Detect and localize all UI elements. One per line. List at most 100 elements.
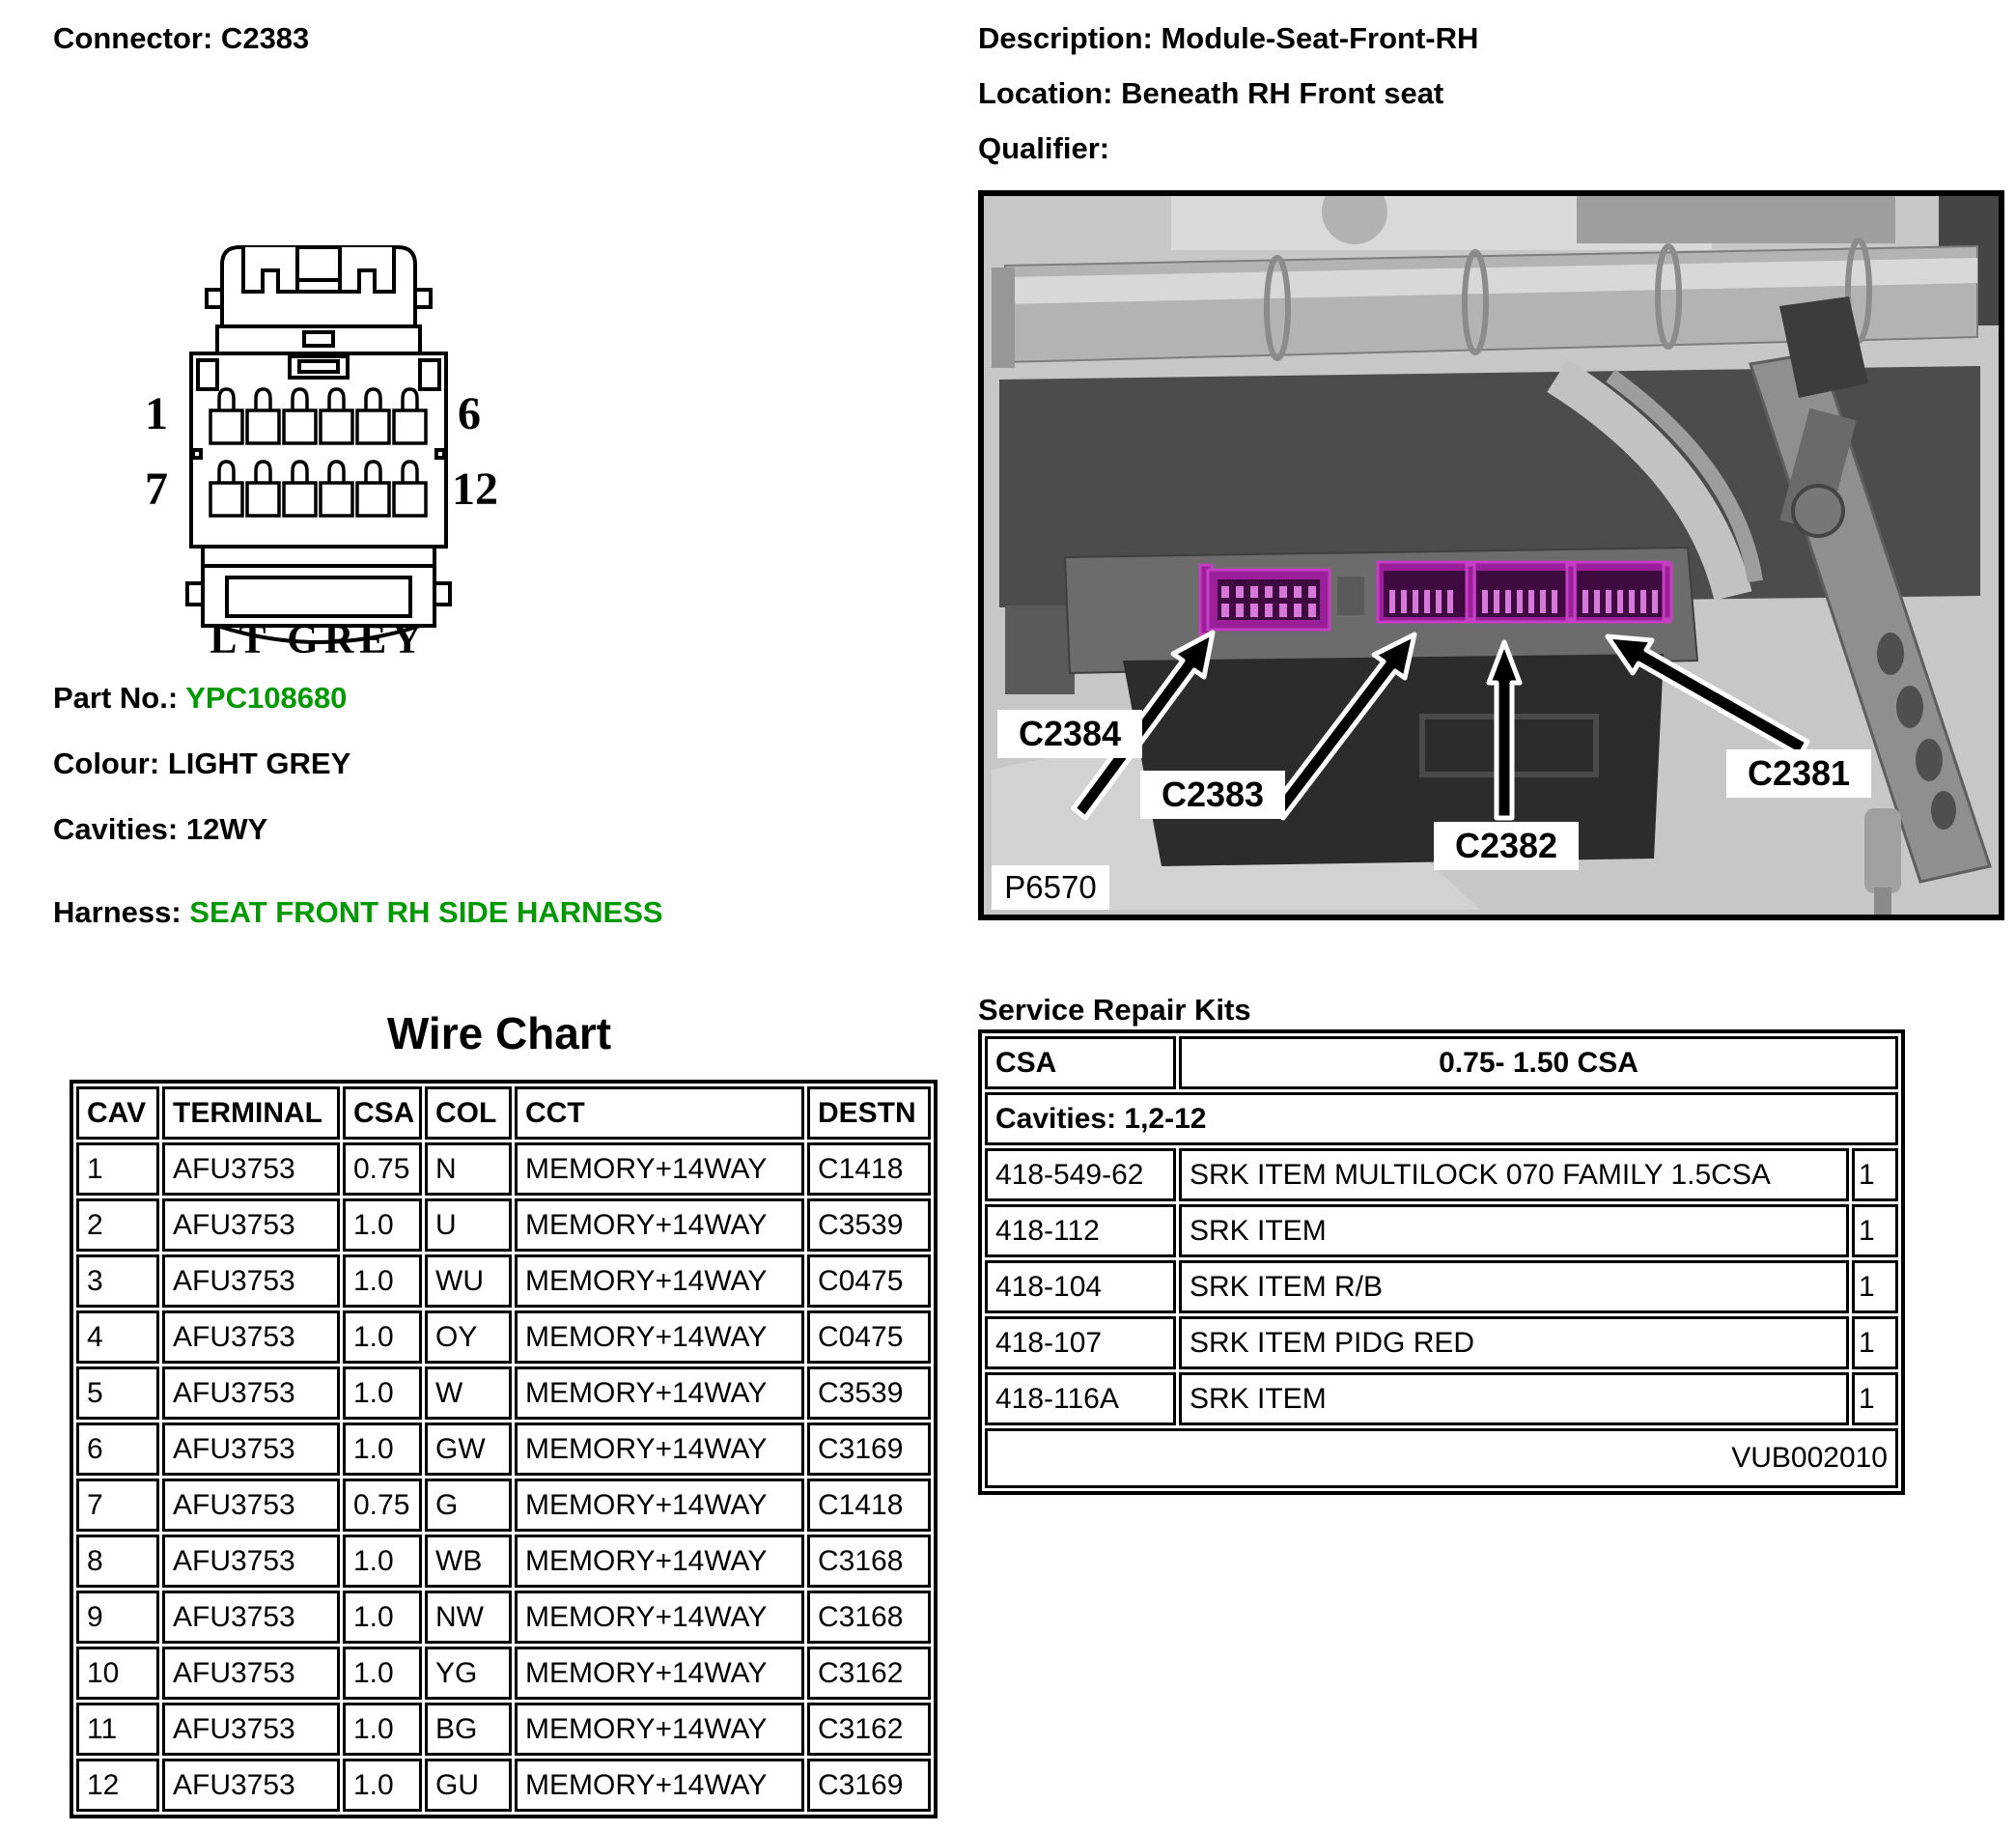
pin-cavity-body: [282, 481, 318, 518]
wire-cell: 8: [76, 1535, 159, 1588]
srk-part-no: 418-104: [985, 1260, 1176, 1313]
wire-cell: MEMORY+14WAY: [515, 1647, 804, 1700]
wire-cell: 1.0: [343, 1366, 422, 1420]
latch-bridge: [295, 278, 342, 294]
body-corner-right: [418, 358, 441, 391]
wire-cell: 11: [76, 1703, 159, 1756]
pin-cavity-head: [401, 460, 419, 483]
srk-row: 418-104 SRK ITEM R/B 1: [985, 1260, 1898, 1313]
connector-row-segments: [1384, 563, 1673, 621]
wire-chart-row: 11 AFU3753 1.0 BG MEMORY+14WAY C3162: [76, 1703, 931, 1756]
connector-body: [189, 352, 448, 549]
label-c2384: C2384: [1019, 714, 1121, 753]
latch-cutout-right: [338, 247, 396, 294]
bottom-nub-left: [185, 581, 205, 606]
wire-chart-row: 1 AFU3753 0.75 N MEMORY+14WAY C1418: [76, 1142, 931, 1196]
pin-number-7: 7: [145, 464, 168, 515]
wire-cell: AFU3753: [162, 1759, 340, 1812]
pin-cavity-head: [327, 460, 346, 483]
rail-roller: [1791, 484, 1845, 538]
pin-cavity-body: [319, 481, 354, 518]
pin-cavity-head: [254, 460, 272, 483]
harness-label: Harness:: [53, 895, 190, 929]
srk-header-row: CSA 0.75- 1.50 CSA: [985, 1036, 1898, 1089]
pin-cavity-body: [245, 408, 281, 445]
wire-cell: C3162: [807, 1703, 931, 1756]
wire-chart-row: 7 AFU3753 0.75 G MEMORY+14WAY C1418: [76, 1479, 931, 1532]
label-c2382: C2382: [1455, 826, 1557, 865]
callout-arrows: [1071, 630, 1810, 821]
cavities-label: Cavities:: [53, 812, 186, 846]
srk-footer-code: VUB002010: [985, 1428, 1898, 1488]
wire-cell: 9: [76, 1591, 159, 1644]
wire-cell: 1.0: [343, 1591, 422, 1644]
service-repair-kits-table: CSA 0.75- 1.50 CSA Cavities: 1,2-12 418-…: [978, 1029, 1905, 1495]
pin-cavity-head: [327, 387, 346, 410]
wire-chart-title: Wire Chart: [386, 1008, 612, 1058]
srk-part-no: 418-549-62: [985, 1148, 1176, 1201]
wire-cell: 1.0: [343, 1423, 422, 1476]
srk-description: SRK ITEM PIDG RED: [1179, 1316, 1849, 1369]
arrow-c2382: [1486, 639, 1523, 821]
label-c2381: C2381: [1748, 753, 1850, 793]
bottom-hull: [216, 624, 421, 644]
location-line: Location: Beneath RH Front seat: [978, 76, 1444, 110]
pin-cavities: [209, 387, 428, 518]
body-side-notch-right: [434, 448, 446, 460]
wire-cell: 4: [76, 1310, 159, 1364]
description-line: Description: Module-Seat-Front-RH: [978, 21, 1479, 55]
seat-underside-illustration: C2384 C2383 C2382 C2381 P6570: [978, 179, 2004, 920]
wire-cell: 1.0: [343, 1703, 422, 1756]
connector-title: Connector: C2383: [53, 21, 310, 55]
pin-cavity-head: [364, 387, 382, 410]
connector-face-drawing: 1 6 7 12 LT GREY: [145, 245, 498, 662]
wire-cell: U: [425, 1198, 512, 1252]
pin-number-6: 6: [458, 388, 481, 439]
srk-part-no: 418-107: [985, 1316, 1176, 1369]
srk-description: SRK ITEM R/B: [1179, 1260, 1849, 1313]
wire-cell: WU: [425, 1254, 512, 1308]
srk-description: SRK ITEM: [1179, 1204, 1849, 1257]
wire-cell: C3169: [807, 1759, 931, 1812]
srk-part-no: 418-116A: [985, 1372, 1176, 1425]
wire-col-header: CCT: [515, 1086, 804, 1140]
connector-face-diagram: 1 6 7 12 LT GREY: [106, 230, 531, 662]
wire-cell: AFU3753: [162, 1142, 340, 1196]
wire-cell: 1.0: [343, 1254, 422, 1308]
wire-cell: 1.0: [343, 1198, 422, 1252]
wire-cell: GU: [425, 1759, 512, 1812]
srk-qty: 1: [1852, 1204, 1898, 1257]
wire-cell: C3168: [807, 1535, 931, 1588]
harness-value: SEAT FRONT RH SIDE HARNESS: [189, 895, 663, 929]
wire-cell: C3162: [807, 1647, 931, 1700]
wire-cell: N: [425, 1142, 512, 1196]
photo-labels: C2384 C2383 C2382 C2381 P6570: [992, 710, 1871, 910]
wire-cell: MEMORY+14WAY: [515, 1254, 804, 1308]
pin-cavity-body: [355, 408, 391, 445]
pin-number-1: 1: [145, 388, 168, 439]
body-corner-left: [196, 358, 219, 391]
cavities-value: 12WY: [185, 812, 268, 846]
wire-cell: AFU3753: [162, 1647, 340, 1700]
pin-cavity-body: [392, 481, 428, 518]
wire-cell: AFU3753: [162, 1310, 340, 1364]
wire-cell: GW: [425, 1423, 512, 1476]
wire-cell: AFU3753: [162, 1479, 340, 1532]
srk-row: 418-107 SRK ITEM PIDG RED 1: [985, 1316, 1898, 1369]
wire-cell: C1418: [807, 1479, 931, 1532]
wire-cell: AFU3753: [162, 1591, 340, 1644]
pin-cavity-head: [364, 460, 382, 483]
wire-cell: 1.0: [343, 1310, 422, 1364]
wire-cell: 10: [76, 1647, 159, 1700]
wire-cell: 0.75: [343, 1142, 422, 1196]
srk-part-no: 418-112: [985, 1204, 1176, 1257]
srk-description: SRK ITEM: [1179, 1372, 1849, 1425]
pin-number-12: 12: [452, 464, 498, 515]
connector-c2384-teeth: [1221, 586, 1316, 617]
body-side-notch-left: [191, 448, 203, 460]
srk-qty: 1: [1852, 1260, 1898, 1313]
location-photo: C2384 C2383 C2382 C2381 P6570: [978, 179, 2004, 920]
wire-cell: AFU3753: [162, 1254, 340, 1308]
wire-cell: C3169: [807, 1423, 931, 1476]
wire-cell: 1.0: [343, 1535, 422, 1588]
